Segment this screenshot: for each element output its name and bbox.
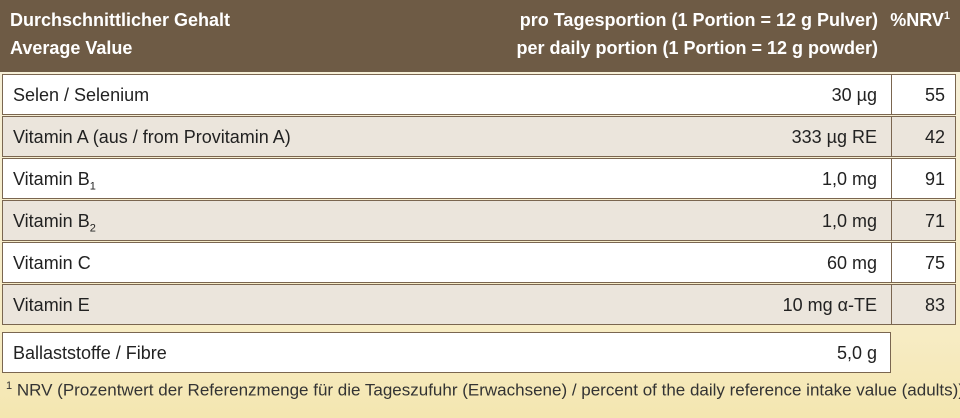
nrv-value: 55: [924, 85, 945, 105]
nutrient-text: Vitamin B: [13, 211, 90, 231]
header: Durchschnittlicher Gehalt Average Value …: [0, 0, 960, 72]
amount: 333 µg RE: [791, 127, 877, 147]
nrv-value: 42: [924, 127, 945, 147]
table-row: Vitamin C 60 mg 75: [2, 242, 956, 283]
nutrient-text: Vitamin C: [13, 253, 91, 273]
nutrient-text: Vitamin E: [13, 295, 90, 315]
amount: 1,0 mg: [821, 211, 877, 231]
nutrient-name: Vitamin C: [13, 253, 91, 274]
portion-en: per daily portion (1 Portion = 12 g powd…: [516, 38, 878, 58]
footnote-marker: 1: [6, 380, 13, 392]
nrv-value: 75: [924, 253, 945, 273]
nutrient-name: Selen / Selenium: [13, 85, 149, 106]
nutrient-name: Vitamin A (aus / from Provitamin A): [13, 127, 291, 148]
amount: 30 µg: [831, 85, 877, 105]
nutrient-sub: 2: [89, 222, 96, 235]
nrv-sup: 1: [943, 10, 950, 22]
nrv-header: %NRV1: [890, 10, 950, 31]
portion-de: pro Tagesportion (1 Portion = 12 g Pulve…: [519, 10, 878, 30]
table-row: Selen / Selenium 30 µg 55: [2, 74, 956, 115]
nutrient-name: Ballaststoffe / Fibre: [13, 343, 167, 364]
table-row: Vitamin B1 1,0 mg 91: [2, 158, 956, 199]
nutrient-sub: 1: [89, 180, 96, 193]
nutrient-name: Vitamin E: [13, 295, 90, 316]
footnote: 1 NRV (Prozentwert der Referenzmenge für…: [6, 380, 960, 401]
column-divider: [891, 117, 892, 156]
column-divider: [891, 159, 892, 198]
column-divider: [891, 285, 892, 324]
table-row: Vitamin B2 1,0 mg 71: [2, 200, 956, 241]
amount: 5,0 g: [836, 343, 877, 363]
column-divider: [891, 201, 892, 240]
column-divider: [891, 75, 892, 114]
nrv-text: %NRV: [890, 10, 944, 30]
amount: 10 mg α-TE: [782, 295, 877, 315]
table-row: Vitamin A (aus / from Provitamin A) 333 µ…: [2, 116, 956, 157]
title-de: Durchschnittlicher Gehalt: [10, 10, 231, 30]
table-row: Vitamin E 10 mg α-TE 83: [2, 284, 956, 325]
footnote-text: NRV (Prozentwert der Referenzmenge für d…: [16, 380, 960, 400]
column-divider: [891, 243, 892, 282]
nutrient-name: Vitamin B2: [13, 211, 96, 235]
nrv-value: 91: [924, 169, 945, 189]
nutrient-text: Vitamin A (aus / from Provitamin A): [13, 127, 291, 147]
title-en: Average Value: [10, 38, 133, 58]
nutrient-text: Vitamin B: [13, 169, 90, 189]
amount: 1,0 mg: [821, 169, 877, 189]
amount: 60 mg: [826, 253, 877, 273]
nutrient-text: Selen / Selenium: [13, 85, 150, 105]
nrv-value: 83: [924, 295, 945, 315]
nutrient-name: Vitamin B1: [13, 169, 96, 193]
fibre-row: Ballaststoffe / Fibre 5,0 g: [2, 332, 891, 373]
nrv-value: 71: [924, 211, 945, 231]
nutrient-text: Ballaststoffe / Fibre: [13, 343, 167, 363]
